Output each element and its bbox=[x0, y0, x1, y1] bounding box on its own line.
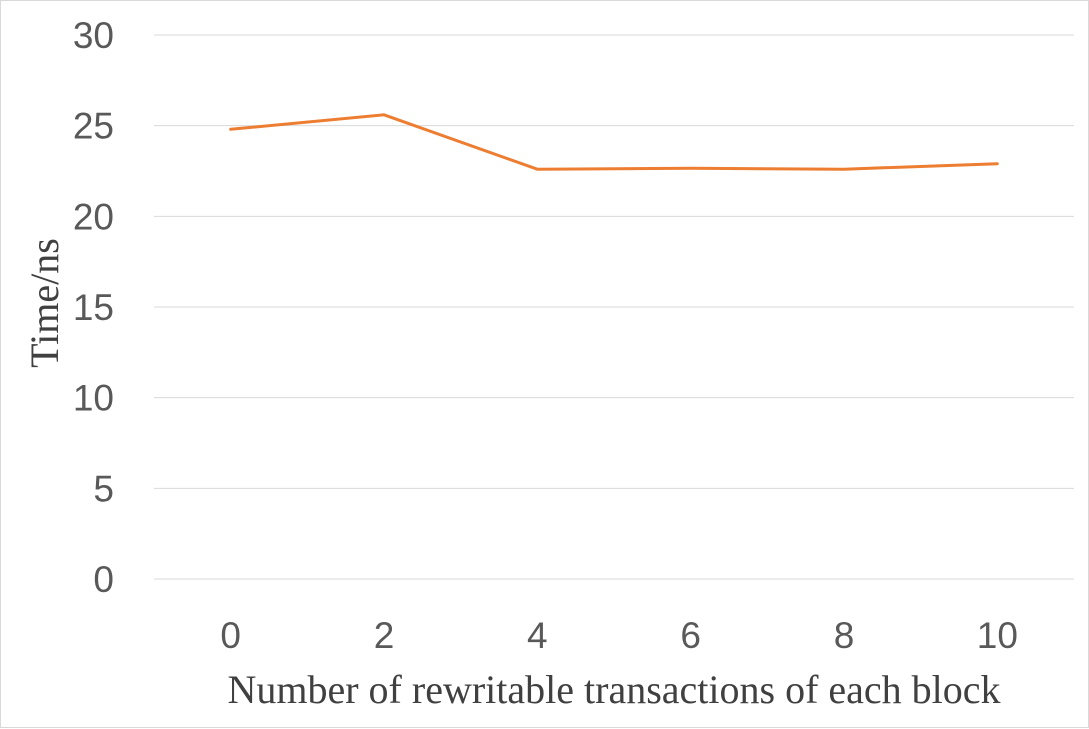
x-tick-label: 4 bbox=[527, 615, 548, 656]
x-tick-label: 6 bbox=[680, 615, 701, 656]
series-group bbox=[229, 113, 999, 171]
x-tick-label: 0 bbox=[220, 615, 241, 656]
y-axis-ticks: 0 5 10 15 20 25 30 bbox=[73, 15, 114, 600]
y-tick-label: 20 bbox=[73, 196, 114, 237]
y-tick-label: 10 bbox=[73, 378, 114, 419]
y-tick-label: 5 bbox=[93, 468, 114, 509]
y-tick-label: 15 bbox=[73, 287, 114, 328]
y-axis-title: Time/ns bbox=[22, 238, 67, 368]
x-axis-ticks: 0 2 4 6 8 10 bbox=[220, 615, 1018, 656]
y-tick-label: 30 bbox=[73, 15, 114, 56]
gridlines bbox=[154, 34, 1074, 580]
x-tick-label: 2 bbox=[374, 615, 395, 656]
x-tick-label: 10 bbox=[977, 615, 1018, 656]
y-tick-label: 0 bbox=[93, 559, 114, 600]
series-line bbox=[229, 113, 999, 171]
y-tick-label: 25 bbox=[73, 106, 114, 147]
x-axis-title: Number of rewritable transactions of eac… bbox=[227, 667, 1000, 712]
x-tick-label: 8 bbox=[834, 615, 855, 656]
